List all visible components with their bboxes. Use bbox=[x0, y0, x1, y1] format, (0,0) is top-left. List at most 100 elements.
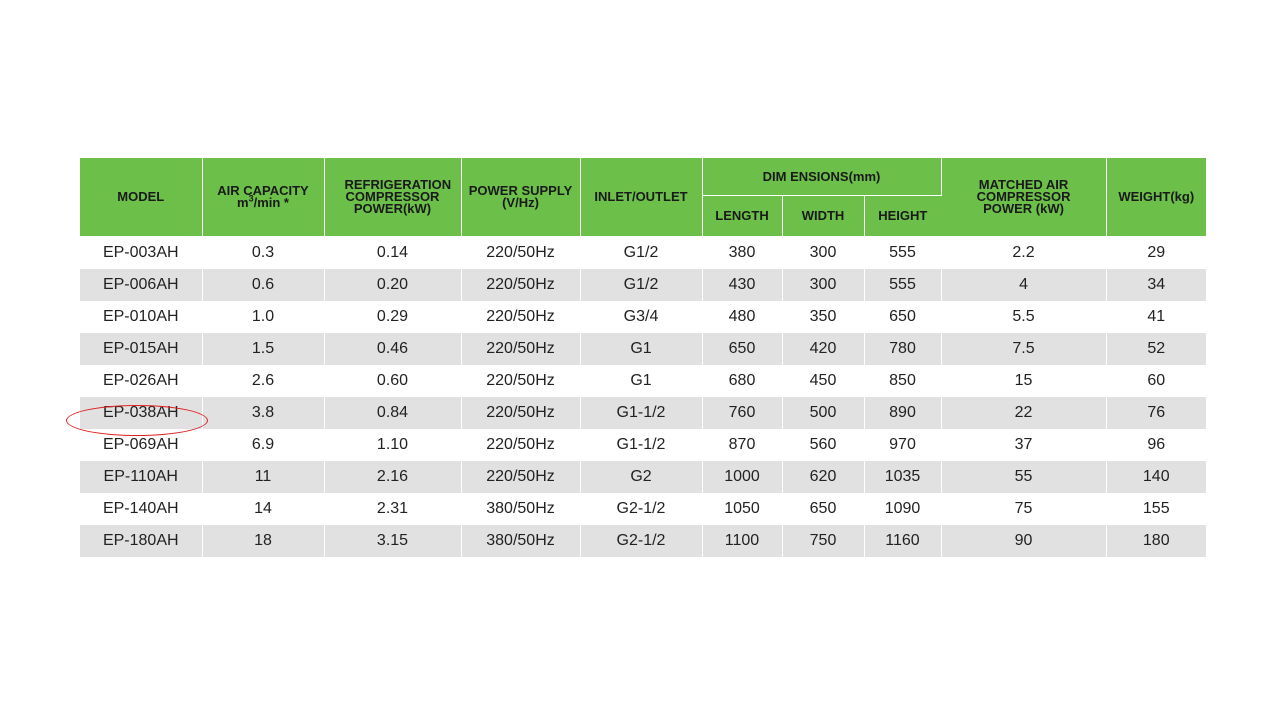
cell-model: EP-069AH bbox=[80, 429, 203, 461]
cell-inlet-outlet: G2 bbox=[580, 461, 703, 493]
cell-refrigeration-power: 1.10 bbox=[324, 429, 462, 461]
header-refrigeration-power: REFRIGERATION COMPRESSOR POWER(kW) bbox=[324, 158, 462, 237]
cell-inlet-outlet: G1/2 bbox=[580, 236, 703, 269]
cell-width: 650 bbox=[782, 493, 865, 525]
cell-weight: 180 bbox=[1106, 525, 1207, 557]
cell-model: EP-015AH bbox=[80, 333, 203, 365]
cell-air-capacity: 3.8 bbox=[202, 397, 325, 429]
cell-refrigeration-power: 2.31 bbox=[324, 493, 462, 525]
cell-height: 650 bbox=[864, 301, 942, 333]
cell-inlet-outlet: G2-1/2 bbox=[580, 493, 703, 525]
cell-weight: 41 bbox=[1106, 301, 1207, 333]
cell-height: 970 bbox=[864, 429, 942, 461]
header-length: LENGTH bbox=[702, 195, 783, 237]
cell-width: 750 bbox=[782, 525, 865, 557]
cell-length: 1100 bbox=[702, 525, 783, 557]
cell-power-supply: 220/50Hz bbox=[461, 236, 581, 269]
cell-length: 380 bbox=[702, 236, 783, 269]
cell-matched-power: 75 bbox=[941, 493, 1107, 525]
header-air-capacity-unit-post: /min * bbox=[253, 195, 289, 210]
table-row: EP-140AH 14 2.31 380/50Hz G2-1/2 1050 65… bbox=[80, 493, 1207, 525]
cell-inlet-outlet: G1 bbox=[580, 365, 703, 397]
cell-matched-power: 2.2 bbox=[941, 236, 1107, 269]
cell-matched-power: 90 bbox=[941, 525, 1107, 557]
table-row-highlighted: EP-038AH 3.8 0.84 220/50Hz G1-1/2 760 50… bbox=[80, 397, 1207, 429]
cell-weight: 155 bbox=[1106, 493, 1207, 525]
cell-height: 850 bbox=[864, 365, 942, 397]
cell-width: 500 bbox=[782, 397, 865, 429]
table-row: EP-006AH 0.6 0.20 220/50Hz G1/2 430 300 … bbox=[80, 269, 1207, 301]
cell-weight: 34 bbox=[1106, 269, 1207, 301]
cell-matched-power: 15 bbox=[941, 365, 1107, 397]
header-dimensions: DIM ENSIONS(mm) bbox=[702, 158, 942, 196]
cell-refrigeration-power: 0.84 bbox=[324, 397, 462, 429]
cell-length: 760 bbox=[702, 397, 783, 429]
cell-model: EP-110AH bbox=[80, 461, 203, 493]
cell-height: 780 bbox=[864, 333, 942, 365]
cell-refrigeration-power: 0.20 bbox=[324, 269, 462, 301]
cell-model: EP-010AH bbox=[80, 301, 203, 333]
cell-inlet-outlet: G1-1/2 bbox=[580, 429, 703, 461]
cell-matched-power: 5.5 bbox=[941, 301, 1107, 333]
cell-width: 350 bbox=[782, 301, 865, 333]
cell-width: 300 bbox=[782, 236, 865, 269]
spec-table-container: MODEL AIR CAPACITY m3/min * REFRIGERATIO… bbox=[80, 158, 1207, 557]
cell-length: 680 bbox=[702, 365, 783, 397]
cell-weight: 52 bbox=[1106, 333, 1207, 365]
table-row: EP-010AH 1.0 0.29 220/50Hz G3/4 480 350 … bbox=[80, 301, 1207, 333]
cell-height: 1035 bbox=[864, 461, 942, 493]
cell-air-capacity: 6.9 bbox=[202, 429, 325, 461]
table-row: EP-015AH 1.5 0.46 220/50Hz G1 650 420 78… bbox=[80, 333, 1207, 365]
table-row: EP-069AH 6.9 1.10 220/50Hz G1-1/2 870 56… bbox=[80, 429, 1207, 461]
cell-width: 620 bbox=[782, 461, 865, 493]
cell-matched-power: 22 bbox=[941, 397, 1107, 429]
cell-model-highlighted: EP-038AH bbox=[80, 397, 203, 429]
cell-power-supply: 220/50Hz bbox=[461, 301, 581, 333]
cell-length: 650 bbox=[702, 333, 783, 365]
header-air-capacity-unit-sup: 3 bbox=[248, 193, 254, 204]
cell-power-supply: 380/50Hz bbox=[461, 493, 581, 525]
cell-matched-power: 7.5 bbox=[941, 333, 1107, 365]
cell-power-supply: 220/50Hz bbox=[461, 365, 581, 397]
cell-refrigeration-power: 0.46 bbox=[324, 333, 462, 365]
cell-power-supply: 220/50Hz bbox=[461, 269, 581, 301]
cell-weight: 96 bbox=[1106, 429, 1207, 461]
table-row: EP-180AH 18 3.15 380/50Hz G2-1/2 1100 75… bbox=[80, 525, 1207, 557]
cell-air-capacity: 14 bbox=[202, 493, 325, 525]
header-air-capacity-label: AIR CAPACITY bbox=[217, 183, 309, 198]
cell-inlet-outlet: G1 bbox=[580, 333, 703, 365]
cell-width: 560 bbox=[782, 429, 865, 461]
cell-air-capacity: 2.6 bbox=[202, 365, 325, 397]
cell-height: 555 bbox=[864, 269, 942, 301]
header-matched-power: MATCHED AIR COMPRESSOR POWER (kW) bbox=[941, 158, 1107, 237]
header-weight: WEIGHT(kg) bbox=[1106, 158, 1207, 237]
header-inlet-outlet: INLET/OUTLET bbox=[580, 158, 703, 237]
cell-width: 450 bbox=[782, 365, 865, 397]
cell-matched-power: 37 bbox=[941, 429, 1107, 461]
cell-weight: 60 bbox=[1106, 365, 1207, 397]
cell-model: EP-026AH bbox=[80, 365, 203, 397]
cell-refrigeration-power: 0.29 bbox=[324, 301, 462, 333]
cell-height: 555 bbox=[864, 236, 942, 269]
cell-inlet-outlet: G1/2 bbox=[580, 269, 703, 301]
cell-height: 1160 bbox=[864, 525, 942, 557]
cell-model: EP-006AH bbox=[80, 269, 203, 301]
header-width: WIDTH bbox=[782, 195, 865, 237]
cell-inlet-outlet: G3/4 bbox=[580, 301, 703, 333]
cell-weight: 140 bbox=[1106, 461, 1207, 493]
cell-air-capacity: 11 bbox=[202, 461, 325, 493]
cell-width: 300 bbox=[782, 269, 865, 301]
cell-inlet-outlet: G1-1/2 bbox=[580, 397, 703, 429]
table-row: EP-110AH 11 2.16 220/50Hz G2 1000 620 10… bbox=[80, 461, 1207, 493]
table-row: EP-003AH 0.3 0.14 220/50Hz G1/2 380 300 … bbox=[80, 236, 1207, 269]
header-power-supply-label: POWER SUPPLY bbox=[468, 183, 573, 198]
header-power-supply: POWER SUPPLY (V/Hz) bbox=[461, 158, 581, 237]
cell-inlet-outlet: G2-1/2 bbox=[580, 525, 703, 557]
cell-length: 870 bbox=[702, 429, 783, 461]
header-power-supply-unit: (V/Hz) bbox=[502, 195, 539, 210]
cell-length: 480 bbox=[702, 301, 783, 333]
cell-model: EP-180AH bbox=[80, 525, 203, 557]
cell-matched-power: 55 bbox=[941, 461, 1107, 493]
cell-height: 1090 bbox=[864, 493, 942, 525]
cell-air-capacity: 0.3 bbox=[202, 236, 325, 269]
